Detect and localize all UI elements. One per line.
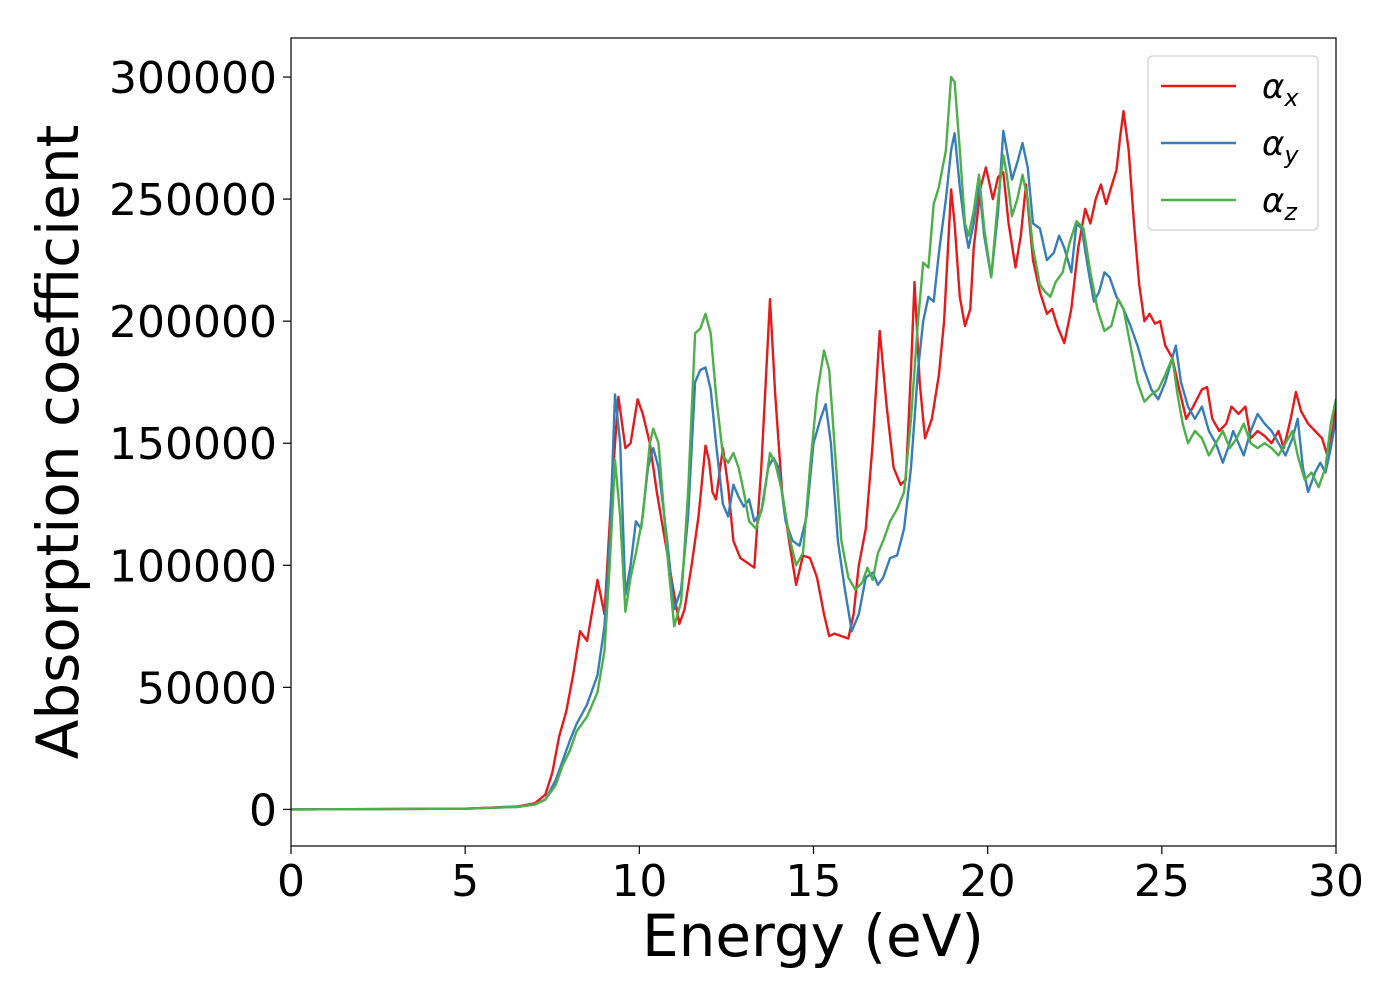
- legend-label-y: αy: [1262, 124, 1299, 169]
- x-tick-label: 15: [786, 856, 842, 907]
- x-tick-label: 20: [960, 856, 1016, 907]
- legend-label-x: αx: [1262, 67, 1299, 112]
- x-axis-label: Energy (eV): [642, 902, 984, 970]
- y-tick-label: 50000: [137, 663, 277, 714]
- series-line-x: [291, 110, 1336, 811]
- x-tick-label: 30: [1308, 856, 1364, 907]
- y-tick-label: 150000: [109, 419, 277, 470]
- x-tick-label: 10: [611, 856, 667, 907]
- y-tick-label: 250000: [109, 175, 277, 226]
- legend-label-z: αz: [1262, 181, 1298, 226]
- legend: αx αy αz: [1147, 55, 1319, 231]
- y-tick-label: 100000: [109, 541, 277, 592]
- y-tick-label: 200000: [109, 297, 277, 348]
- legend-entries: αx αy αz: [1161, 67, 1299, 226]
- y-tick-label: 300000: [109, 53, 277, 104]
- x-axis-ticks: 0 5 10 15 20 25 30: [277, 846, 1364, 907]
- y-axis-label: Absorption coefficient: [24, 125, 92, 760]
- series-line-z: [291, 75, 1336, 811]
- x-tick-label: 0: [277, 856, 305, 907]
- series-line-y: [291, 129, 1336, 811]
- x-tick-label: 5: [451, 856, 479, 907]
- series-layer: [291, 75, 1336, 811]
- y-axis-ticks: 0 50000 100000 150000 200000 250000 300000: [109, 53, 291, 836]
- x-tick-label: 25: [1134, 856, 1190, 907]
- y-tick-label: 0: [249, 785, 277, 836]
